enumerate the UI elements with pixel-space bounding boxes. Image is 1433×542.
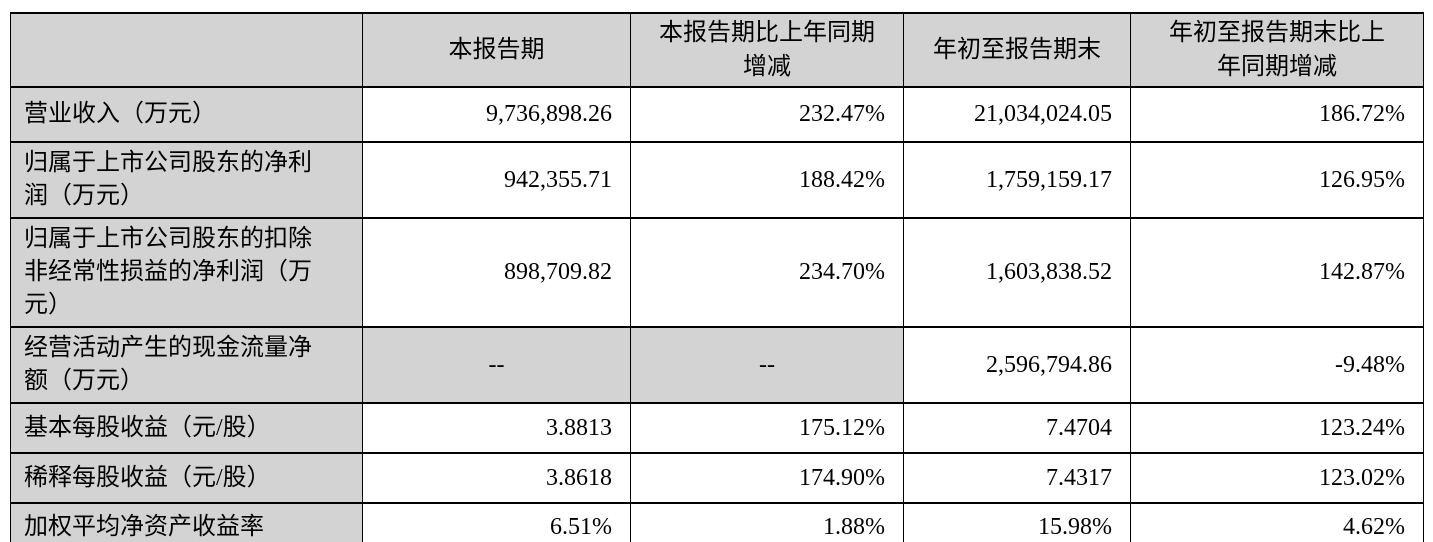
cell-value: 142.87% <box>1130 217 1424 328</box>
cell-value: 123.24% <box>1130 402 1424 454</box>
cell-value: 1,759,159.17 <box>903 141 1131 219</box>
table-row-basic-eps: 基本每股收益（元/股） 3.8813 175.12% 7.4704 123.24… <box>10 402 1424 454</box>
table-row-net-profit: 归属于上市公司股东的净利润（万元） 942,355.71 188.42% 1,7… <box>10 141 1424 219</box>
cell-value: 1,603,838.52 <box>903 217 1131 328</box>
cell-value: 898,709.82 <box>362 217 631 328</box>
cell-value: 7.4704 <box>903 402 1131 454</box>
cell-value: 186.72% <box>1130 86 1424 143</box>
row-label: 基本每股收益（元/股） <box>10 402 363 454</box>
row-label: 加权平均净资产收益率 <box>10 502 363 542</box>
cell-value: 126.95% <box>1130 141 1424 219</box>
cell-value: 7.4317 <box>903 452 1131 504</box>
cell-value: -- <box>362 326 631 404</box>
cell-value: 21,034,024.05 <box>903 86 1131 143</box>
header-cell-blank <box>10 12 363 88</box>
cell-value: 9,736,898.26 <box>362 86 631 143</box>
table-row-weighted-avg-roe: 加权平均净资产收益率 6.51% 1.88% 15.98% 4.62% <box>10 502 1424 542</box>
cell-value: 3.8813 <box>362 402 631 454</box>
table-row-operating-revenue: 营业收入（万元） 9,736,898.26 232.47% 21,034,024… <box>10 86 1424 143</box>
cell-value: 188.42% <box>630 141 904 219</box>
table-row-diluted-eps: 稀释每股收益（元/股） 3.8618 174.90% 7.4317 123.02… <box>10 452 1424 504</box>
cell-value: 232.47% <box>630 86 904 143</box>
cell-value: 1.88% <box>630 502 904 542</box>
header-row: 本报告期 本报告期比上年同期 增减 年初至报告期末 年初至报告期末比上 年同期增… <box>10 12 1424 88</box>
row-label: 营业收入（万元） <box>10 86 363 143</box>
cell-value: 174.90% <box>630 452 904 504</box>
financial-summary-table: 本报告期 本报告期比上年同期 增减 年初至报告期末 年初至报告期末比上 年同期增… <box>10 12 1424 542</box>
cell-value: -9.48% <box>1130 326 1424 404</box>
row-label: 经营活动产生的现金流量净额（万元） <box>10 326 363 404</box>
cell-value: 942,355.71 <box>362 141 631 219</box>
cell-value: 175.12% <box>630 402 904 454</box>
cell-value: 3.8618 <box>362 452 631 504</box>
cell-value: 4.62% <box>1130 502 1424 542</box>
cell-value: -- <box>630 326 904 404</box>
row-label: 稀释每股收益（元/股） <box>10 452 363 504</box>
cell-value: 15.98% <box>903 502 1131 542</box>
table-row-operating-cash-flow: 经营活动产生的现金流量净额（万元） -- -- 2,596,794.86 -9.… <box>10 326 1424 404</box>
row-label: 归属于上市公司股东的净利润（万元） <box>10 141 363 219</box>
row-label: 归属于上市公司股东的扣除非经常性损益的净利润（万元） <box>10 217 363 328</box>
cell-value: 2,596,794.86 <box>903 326 1131 404</box>
header-cell-year-to-date-yoy-change: 年初至报告期末比上 年同期增减 <box>1130 12 1424 88</box>
cell-value: 123.02% <box>1130 452 1424 504</box>
header-cell-year-to-date: 年初至报告期末 <box>903 12 1131 88</box>
header-cell-current-period-yoy-change: 本报告期比上年同期 增减 <box>630 12 904 88</box>
table-row-net-profit-excl-nonrecurring: 归属于上市公司股东的扣除非经常性损益的净利润（万元） 898,709.82 23… <box>10 217 1424 328</box>
cell-value: 6.51% <box>362 502 631 542</box>
cell-value: 234.70% <box>630 217 904 328</box>
header-cell-current-period: 本报告期 <box>362 12 631 88</box>
